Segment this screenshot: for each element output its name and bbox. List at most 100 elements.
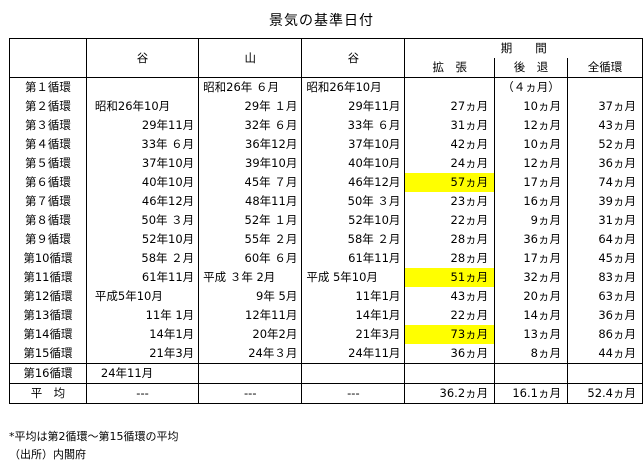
trough2-cell: 46年12月 xyxy=(301,173,406,192)
trough2-cell: 58年 ２月 xyxy=(301,230,406,249)
table-row: 第３循環 29年11月 32年 ６月 33年 ６月 31ヵ月 12ヵ月 43ヵ月 xyxy=(9,116,643,135)
contraction-cell: 8ヵ月 xyxy=(494,344,568,364)
table-row: 第９循環 52年10月 55年 ２月 58年 ２月 28ヵ月 36ヵ月 64ヵ月 xyxy=(9,230,643,249)
trough2-cell xyxy=(301,363,406,384)
full-cycle-cell: 63ヵ月 xyxy=(566,287,643,306)
full-cycle-cell: 74ヵ月 xyxy=(566,173,643,192)
cycle-label: 第14循環 xyxy=(9,325,87,344)
header-cycle-blank xyxy=(9,38,87,78)
expansion-cell: 57ヵ月 xyxy=(404,173,496,192)
average-label: 平 均 xyxy=(9,383,87,404)
expansion-cell xyxy=(404,77,496,97)
expansion-cell: 28ヵ月 xyxy=(404,230,496,249)
expansion-cell: 23ヵ月 xyxy=(404,192,496,211)
average-peak: --- xyxy=(198,383,303,404)
header-full-cycle: 全循環 xyxy=(566,58,643,78)
expansion-cell xyxy=(404,363,496,384)
expansion-cell: 24ヵ月 xyxy=(404,154,496,173)
peak-cell: 平成 ３年 2月 xyxy=(198,268,303,287)
header-row-2: 拡 張 後 退 全循環 xyxy=(10,58,643,78)
full-cycle-cell: 44ヵ月 xyxy=(566,344,643,364)
contraction-cell: 17ヵ月 xyxy=(494,173,568,192)
peak-cell: 36年12月 xyxy=(198,135,303,154)
cycle-label: 第16循環 xyxy=(9,363,87,384)
trough1-cell: 33年 ６月 xyxy=(85,135,200,154)
full-cycle-cell: 43ヵ月 xyxy=(566,116,643,135)
trough2-cell: 平成 5年10月 xyxy=(301,268,406,287)
trough2-cell: 37年10月 xyxy=(301,135,406,154)
peak-cell: 52年 １月 xyxy=(198,211,303,230)
contraction-cell: 12ヵ月 xyxy=(494,154,568,173)
trough2-cell: 21年3月 xyxy=(301,325,406,344)
trough1-cell: 37年10月 xyxy=(85,154,200,173)
cycle-label: 第８循環 xyxy=(9,211,87,230)
contraction-cell: 9ヵ月 xyxy=(494,211,568,230)
contraction-cell: 14ヵ月 xyxy=(494,306,568,325)
average-row: 平 均 --- --- --- 36.2ヵ月 16.1ヵ月 52.4ヵ月 xyxy=(9,383,643,404)
average-full-cycle: 52.4ヵ月 xyxy=(566,383,643,404)
trough2-cell: 昭和26年10月 xyxy=(301,77,406,97)
peak-cell: 24年３月 xyxy=(198,344,303,364)
table-row: 第11循環 61年11月 平成 ３年 2月 平成 5年10月 51ヵ月 32ヵ月 83ヵ月 xyxy=(9,268,643,287)
trough1-cell: 46年12月 xyxy=(85,192,200,211)
cycle-label: 第４循環 xyxy=(9,135,87,154)
expansion-cell: 51ヵ月 xyxy=(404,268,496,287)
full-cycle-cell: 39ヵ月 xyxy=(566,192,643,211)
cycle-label: 第15循環 xyxy=(9,344,87,364)
expansion-cell: 22ヵ月 xyxy=(404,306,496,325)
cycle-label: 第６循環 xyxy=(9,173,87,192)
cycle-label: 第１循環 xyxy=(9,77,87,97)
table-row: 第10循環 58年 ２月 60年 ６月 61年11月 28ヵ月 17ヵ月 45ヵ月 xyxy=(9,249,643,268)
contraction-cell: 36ヵ月 xyxy=(494,230,568,249)
trough2-cell: 11年1月 xyxy=(301,287,406,306)
peak-cell xyxy=(198,363,303,384)
expansion-cell: 22ヵ月 xyxy=(404,211,496,230)
expansion-cell: 73ヵ月 xyxy=(404,325,496,344)
page-title: 景気の基準日付 xyxy=(269,13,374,29)
trough2-cell: 50年 ３月 xyxy=(301,192,406,211)
table-row: 第４循環 33年 ６月 36年12月 37年10月 42ヵ月 10ヵ月 52ヵ月 xyxy=(9,135,643,154)
contraction-cell: 20ヵ月 xyxy=(494,287,568,306)
table-row: 第14循環 14年1月 20年2月 21年3月 73ヵ月 13ヵ月 86ヵ月 xyxy=(9,325,643,344)
full-cycle-cell: 83ヵ月 xyxy=(566,268,643,287)
peak-cell: 45年 ７月 xyxy=(198,173,303,192)
header-trough2: 谷 xyxy=(301,38,406,78)
peak-cell: 29年 １月 xyxy=(198,97,303,116)
contraction-cell: 32ヵ月 xyxy=(494,268,568,287)
cycle-label: 第11循環 xyxy=(9,268,87,287)
trough2-cell: 33年 ６月 xyxy=(301,116,406,135)
trough1-cell: 14年1月 xyxy=(85,325,200,344)
table-row: 第13循環 11年 1月 12年11月 14年1月 22ヵ月 14ヵ月 36ヵ月 xyxy=(9,306,643,325)
full-cycle-cell: 36ヵ月 xyxy=(566,154,643,173)
peak-cell: 9年 5月 xyxy=(198,287,303,306)
peak-cell: 55年 ２月 xyxy=(198,230,303,249)
trough2-cell: 61年11月 xyxy=(301,249,406,268)
trough2-cell: 24年11月 xyxy=(301,344,406,364)
full-cycle-cell: 52ヵ月 xyxy=(566,135,643,154)
full-cycle-cell xyxy=(566,363,643,384)
peak-cell: 60年 ６月 xyxy=(198,249,303,268)
contraction-cell: 13ヵ月 xyxy=(494,325,568,344)
trough1-cell: 52年10月 xyxy=(85,230,200,249)
contraction-cell: 10ヵ月 xyxy=(494,97,568,116)
table-row: 第２循環 昭和26年10月 29年 １月 29年11月 27ヵ月 10ヵ月 37ヵ月 xyxy=(9,97,643,116)
table-row-16: 第16循環 24年11月 xyxy=(9,363,643,384)
cycle-label: 第９循環 xyxy=(9,230,87,249)
full-cycle-cell: 37ヵ月 xyxy=(566,97,643,116)
average-trough2: --- xyxy=(301,383,406,404)
expansion-cell: 43ヵ月 xyxy=(404,287,496,306)
expansion-cell: 36ヵ月 xyxy=(404,344,496,364)
trough2-cell: 14年1月 xyxy=(301,306,406,325)
trough1-cell: 58年 ２月 xyxy=(85,249,200,268)
trough1-cell: 21年3月 xyxy=(85,344,200,364)
average-note: *平均は第2循環～第15循環の平均 xyxy=(9,430,179,443)
cycle-label: 第10循環 xyxy=(9,249,87,268)
full-cycle-cell: 86ヵ月 xyxy=(566,325,643,344)
trough2-cell: 29年11月 xyxy=(301,97,406,116)
expansion-cell: 28ヵ月 xyxy=(404,249,496,268)
source-note: （出所）内閣府 xyxy=(9,448,86,461)
trough1-cell: 61年11月 xyxy=(85,268,200,287)
trough1-cell: 24年11月 xyxy=(85,363,200,384)
full-cycle-cell: 45ヵ月 xyxy=(566,249,643,268)
trough1-cell: 11年 1月 xyxy=(85,306,200,325)
